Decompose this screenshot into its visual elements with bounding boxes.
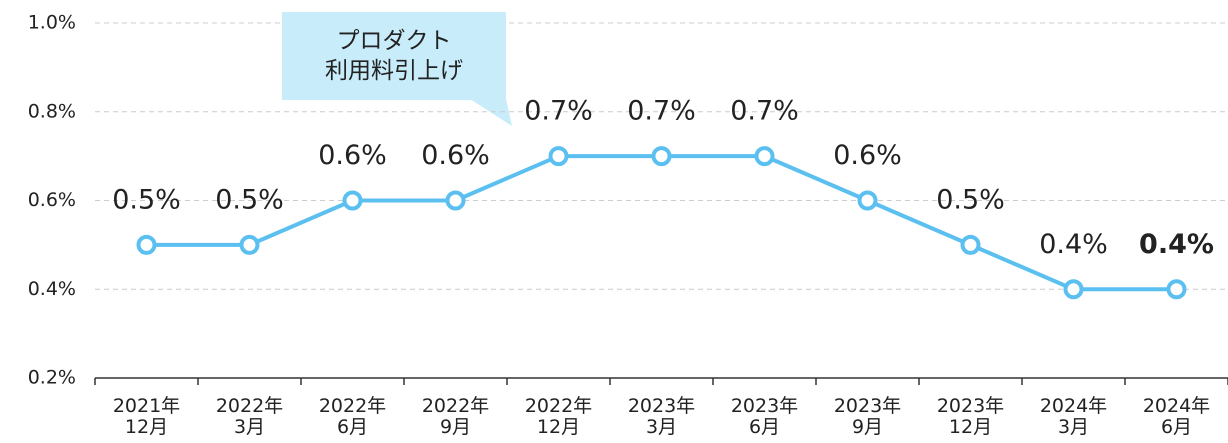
value-label: 0.7% (627, 96, 696, 127)
value-label: 0.6% (318, 140, 387, 171)
x-tick-label: 2023年 12月 (936, 395, 1005, 438)
value-label: 0.5% (112, 184, 181, 215)
marker (342, 190, 363, 211)
y-tick-label: 1.0% (28, 12, 76, 34)
x-tick-label: 2023年 9月 (833, 395, 902, 438)
marker (136, 234, 157, 255)
x-tick-label: 2021年 12月 (112, 395, 181, 438)
value-label: 0.7% (730, 96, 799, 127)
value-label: 0.5% (215, 184, 284, 215)
x-tick-label: 2023年 3月 (627, 395, 696, 438)
value-label: 0.4% (1039, 229, 1108, 260)
x-tick-label: 2023年 6月 (730, 395, 799, 438)
x-tick-label: 2022年 12月 (524, 395, 593, 438)
value-label: 0.6% (833, 140, 902, 171)
annotation: プロダクト 利用料引上げ (282, 12, 506, 100)
x-tick-label: 2022年 9月 (421, 395, 490, 438)
value-label: 0.4% (1139, 229, 1214, 260)
callout-pointer (470, 99, 512, 126)
x-tick-label: 2022年 3月 (215, 395, 284, 438)
y-tick-label: 0.8% (28, 100, 76, 122)
value-label: 0.5% (936, 184, 1005, 215)
marker (960, 234, 981, 255)
y-tick-label: 0.6% (28, 189, 76, 211)
marker (445, 190, 466, 211)
y-tick-label: 0.4% (28, 278, 76, 300)
marker (1063, 279, 1084, 300)
marker (651, 146, 672, 167)
value-label: 0.7% (524, 96, 593, 127)
x-tick-label: 2022年 6月 (318, 395, 387, 438)
y-tick-label: 0.2% (28, 367, 76, 389)
x-tick-label: 2024年 6月 (1142, 395, 1211, 438)
marker (754, 146, 775, 167)
value-label: 0.6% (421, 140, 490, 171)
line (146, 154, 1177, 292)
marker (1166, 279, 1187, 300)
marker (548, 146, 569, 167)
marker (857, 190, 878, 211)
x-tick-label: 2024年 3月 (1039, 395, 1108, 438)
marker (239, 234, 260, 255)
